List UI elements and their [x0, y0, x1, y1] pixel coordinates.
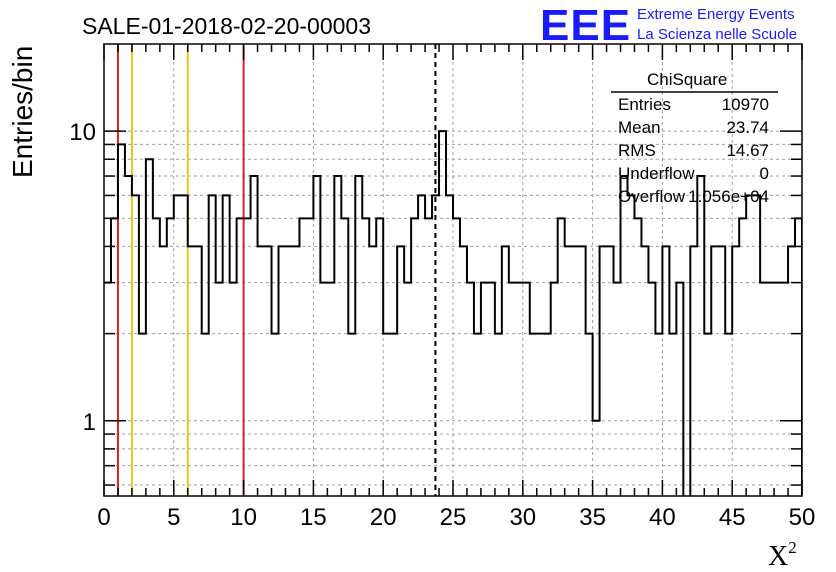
stats-underflow-label: Underflow — [618, 164, 695, 183]
x-tick-label: 30 — [509, 504, 536, 531]
stats-overflow-value: 1.056e+04 — [688, 187, 769, 206]
y-tick-label: 1 — [83, 409, 96, 436]
stats-box: ChiSquare Entries 10970 Mean 23.74 RMS 1… — [611, 70, 778, 206]
x-axis-title: X2 — [768, 538, 797, 572]
stats-rms-value: 14.67 — [726, 141, 769, 160]
x-tick-label: 25 — [440, 504, 467, 531]
stats-overflow-label: Overflow — [618, 187, 686, 206]
stats-mean-value: 23.74 — [726, 118, 769, 137]
histogram-series — [104, 130, 802, 496]
stats-entries-value: 10970 — [722, 95, 769, 114]
x-tick-label: 35 — [579, 504, 606, 531]
x-tick-label: 20 — [370, 504, 397, 531]
stats-rms-label: RMS — [618, 141, 656, 160]
x-tick-label: 0 — [97, 504, 110, 531]
stats-entries-label: Entries — [618, 95, 671, 114]
x-tick-label: 15 — [300, 504, 327, 531]
stats-underflow-value: 0 — [760, 164, 769, 183]
stats-title: ChiSquare — [647, 70, 727, 89]
plot-frame — [103, 43, 803, 497]
x-axis-title-base: X — [768, 541, 788, 572]
x-tick-label: 5 — [167, 504, 180, 531]
eee-logo: EEE Extreme Energy Events La Scienza nel… — [540, 1, 797, 50]
logo-line-1: Extreme Energy Events — [637, 6, 795, 23]
y-tick-label: 10 — [69, 119, 96, 146]
y-axis-title: Entries/bin — [7, 46, 38, 178]
x-tick-label: 50 — [789, 504, 816, 531]
stats-mean-label: Mean — [618, 118, 661, 137]
x-tick-label: 45 — [719, 504, 746, 531]
histogram — [104, 130, 802, 496]
x-tick-label: 10 — [230, 504, 257, 531]
x-tick-label: 40 — [649, 504, 676, 531]
axis-ticks: 0 5 10 15 20 25 30 35 40 45 50 1 10 — [69, 44, 815, 531]
logo-text: EEE — [540, 1, 631, 50]
chart-title: SALE-01-2018-02-20-00003 — [82, 13, 371, 39]
reference-lines — [116, 44, 437, 496]
x-axis-title-superscript: 2 — [788, 538, 797, 557]
logo-line-2: La Scienza nelle Scuole — [637, 26, 797, 43]
